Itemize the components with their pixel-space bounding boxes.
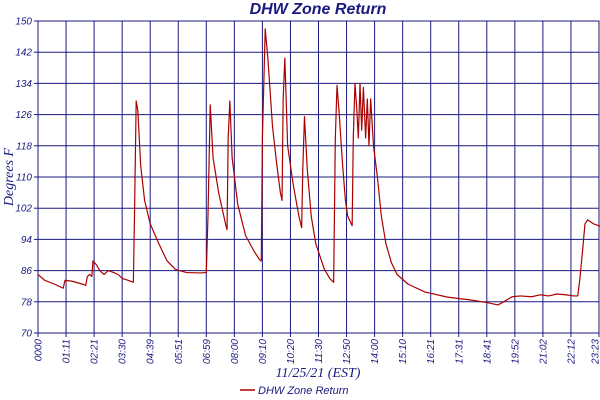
- x-tick-label: 09:10: [258, 339, 269, 364]
- y-tick-label: 110: [16, 173, 32, 184]
- x-tick-label: 14:00: [370, 339, 381, 364]
- x-tick-label: 18:41: [482, 339, 493, 364]
- x-tick-label: 05:51: [174, 339, 185, 364]
- x-tick-label: 16:21: [426, 339, 437, 364]
- x-tick-label: 02:21: [90, 339, 101, 364]
- x-tick-label: 03:30: [118, 339, 129, 364]
- x-tick-label: 15:10: [398, 339, 409, 364]
- y-tick-label: 142: [15, 48, 32, 59]
- x-tick-label: 22:12: [566, 339, 577, 365]
- grid-layer: [34, 20, 600, 337]
- x-tick-label: 06:59: [202, 339, 213, 364]
- x-tick-label: 08:00: [230, 339, 241, 364]
- x-tick-label: 10:20: [286, 339, 297, 364]
- chart-title: DHW Zone Return: [250, 1, 387, 18]
- x-tick-label: 12:50: [342, 339, 353, 364]
- legend-label: DHW Zone Return: [258, 385, 348, 397]
- y-tick-label: 102: [15, 204, 32, 215]
- y-tick-label: 126: [15, 110, 32, 121]
- y-axis-ticks: 70 78 86 94 102 110 118 126 134 142 150: [15, 17, 32, 340]
- x-axis-label: 11/25/21 (EST): [276, 366, 361, 381]
- y-tick-label: 70: [21, 329, 33, 340]
- x-axis-ticks: 0000 01:11 02:21 03:30 04:39 05:51 06:59 08:00 0…: [34, 339, 600, 365]
- legend: DHW Zone Return: [240, 385, 348, 397]
- series-layer: [37, 28, 600, 306]
- y-tick-label: 150: [15, 17, 32, 28]
- x-tick-label: 01:11: [62, 339, 73, 363]
- y-tick-label: 118: [16, 141, 32, 152]
- y-tick-label: 94: [21, 235, 33, 246]
- x-tick-label: 0000: [34, 339, 45, 362]
- x-tick-label: 04:39: [146, 339, 157, 364]
- x-tick-label: 17:31: [454, 339, 465, 364]
- y-axis-label: Degrees F: [2, 147, 17, 207]
- plot-frame: [37, 20, 600, 334]
- y-tick-label: 86: [21, 266, 33, 277]
- x-tick-label: 11:30: [314, 339, 325, 364]
- x-tick-label: 21:02: [538, 339, 549, 365]
- x-tick-label: 19:52: [510, 339, 521, 364]
- series-line-dhw-zone-return: [37, 28, 600, 306]
- y-tick-label: 134: [15, 79, 32, 90]
- y-tick-label: 78: [21, 297, 33, 308]
- x-tick-label: 23:23: [591, 339, 600, 365]
